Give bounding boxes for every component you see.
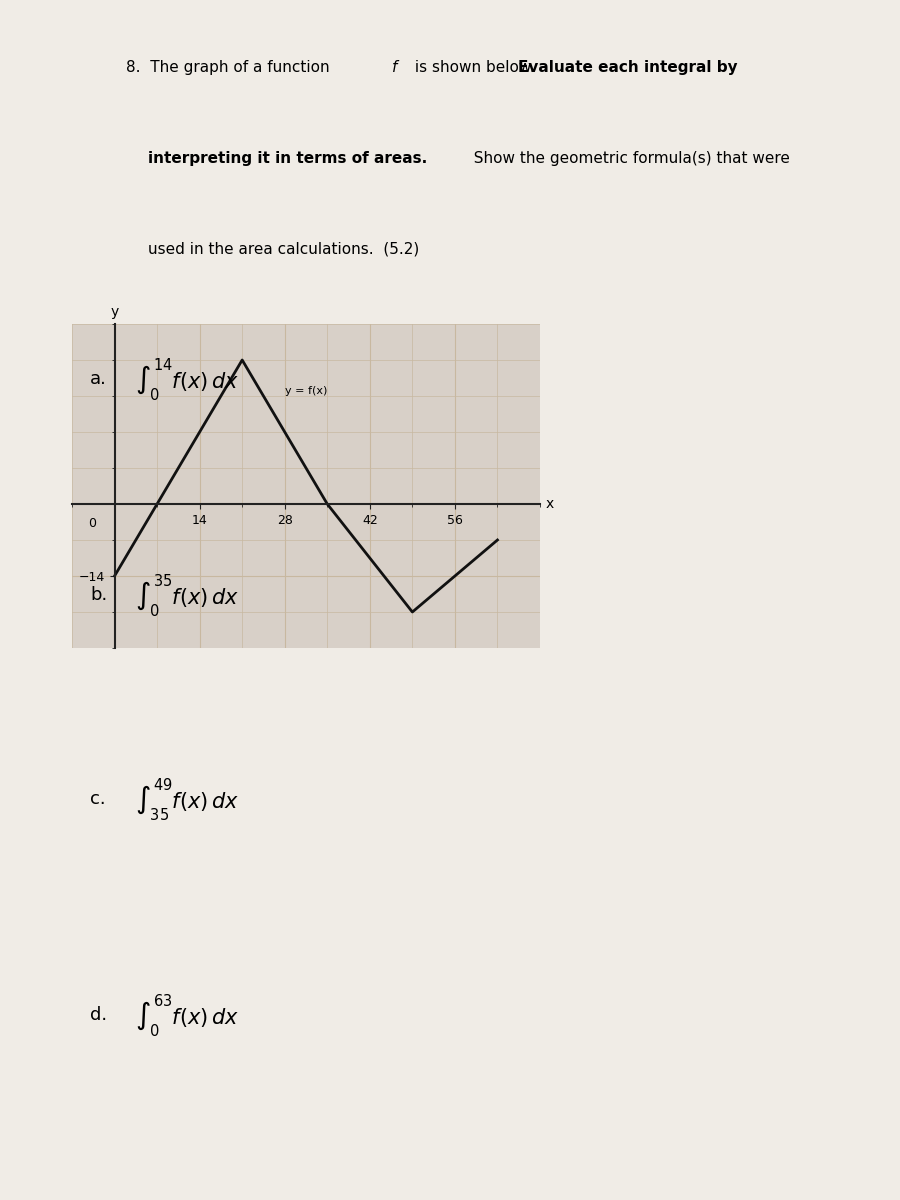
Text: Evaluate each integral by: Evaluate each integral by: [518, 60, 737, 76]
Text: $\int_{0}^{14} f(x)\, dx$: $\int_{0}^{14} f(x)\, dx$: [135, 355, 238, 403]
Text: used in the area calculations.  (5.2): used in the area calculations. (5.2): [148, 242, 419, 257]
Text: b.: b.: [90, 586, 107, 604]
Text: is shown below.: is shown below.: [410, 60, 539, 76]
Text: x: x: [546, 497, 554, 511]
Text: a.: a.: [90, 370, 107, 389]
Text: $\int_{0}^{35} f(x)\, dx$: $\int_{0}^{35} f(x)\, dx$: [135, 571, 238, 618]
Text: $\int_{35}^{49} f(x)\, dx$: $\int_{35}^{49} f(x)\, dx$: [135, 775, 238, 823]
Text: Show the geometric formula(s) that were: Show the geometric formula(s) that were: [464, 151, 789, 166]
Text: 8.  The graph of a function: 8. The graph of a function: [126, 60, 335, 76]
Text: interpreting it in terms of areas.: interpreting it in terms of areas.: [148, 151, 427, 166]
Text: d.: d.: [90, 1006, 107, 1024]
Text: c.: c.: [90, 790, 105, 809]
Text: $\int_{0}^{63} f(x)\, dx$: $\int_{0}^{63} f(x)\, dx$: [135, 991, 238, 1038]
Text: 0: 0: [88, 517, 96, 530]
Text: y = f(x): y = f(x): [284, 386, 327, 396]
Text: f: f: [392, 60, 397, 76]
Text: y: y: [111, 305, 119, 319]
